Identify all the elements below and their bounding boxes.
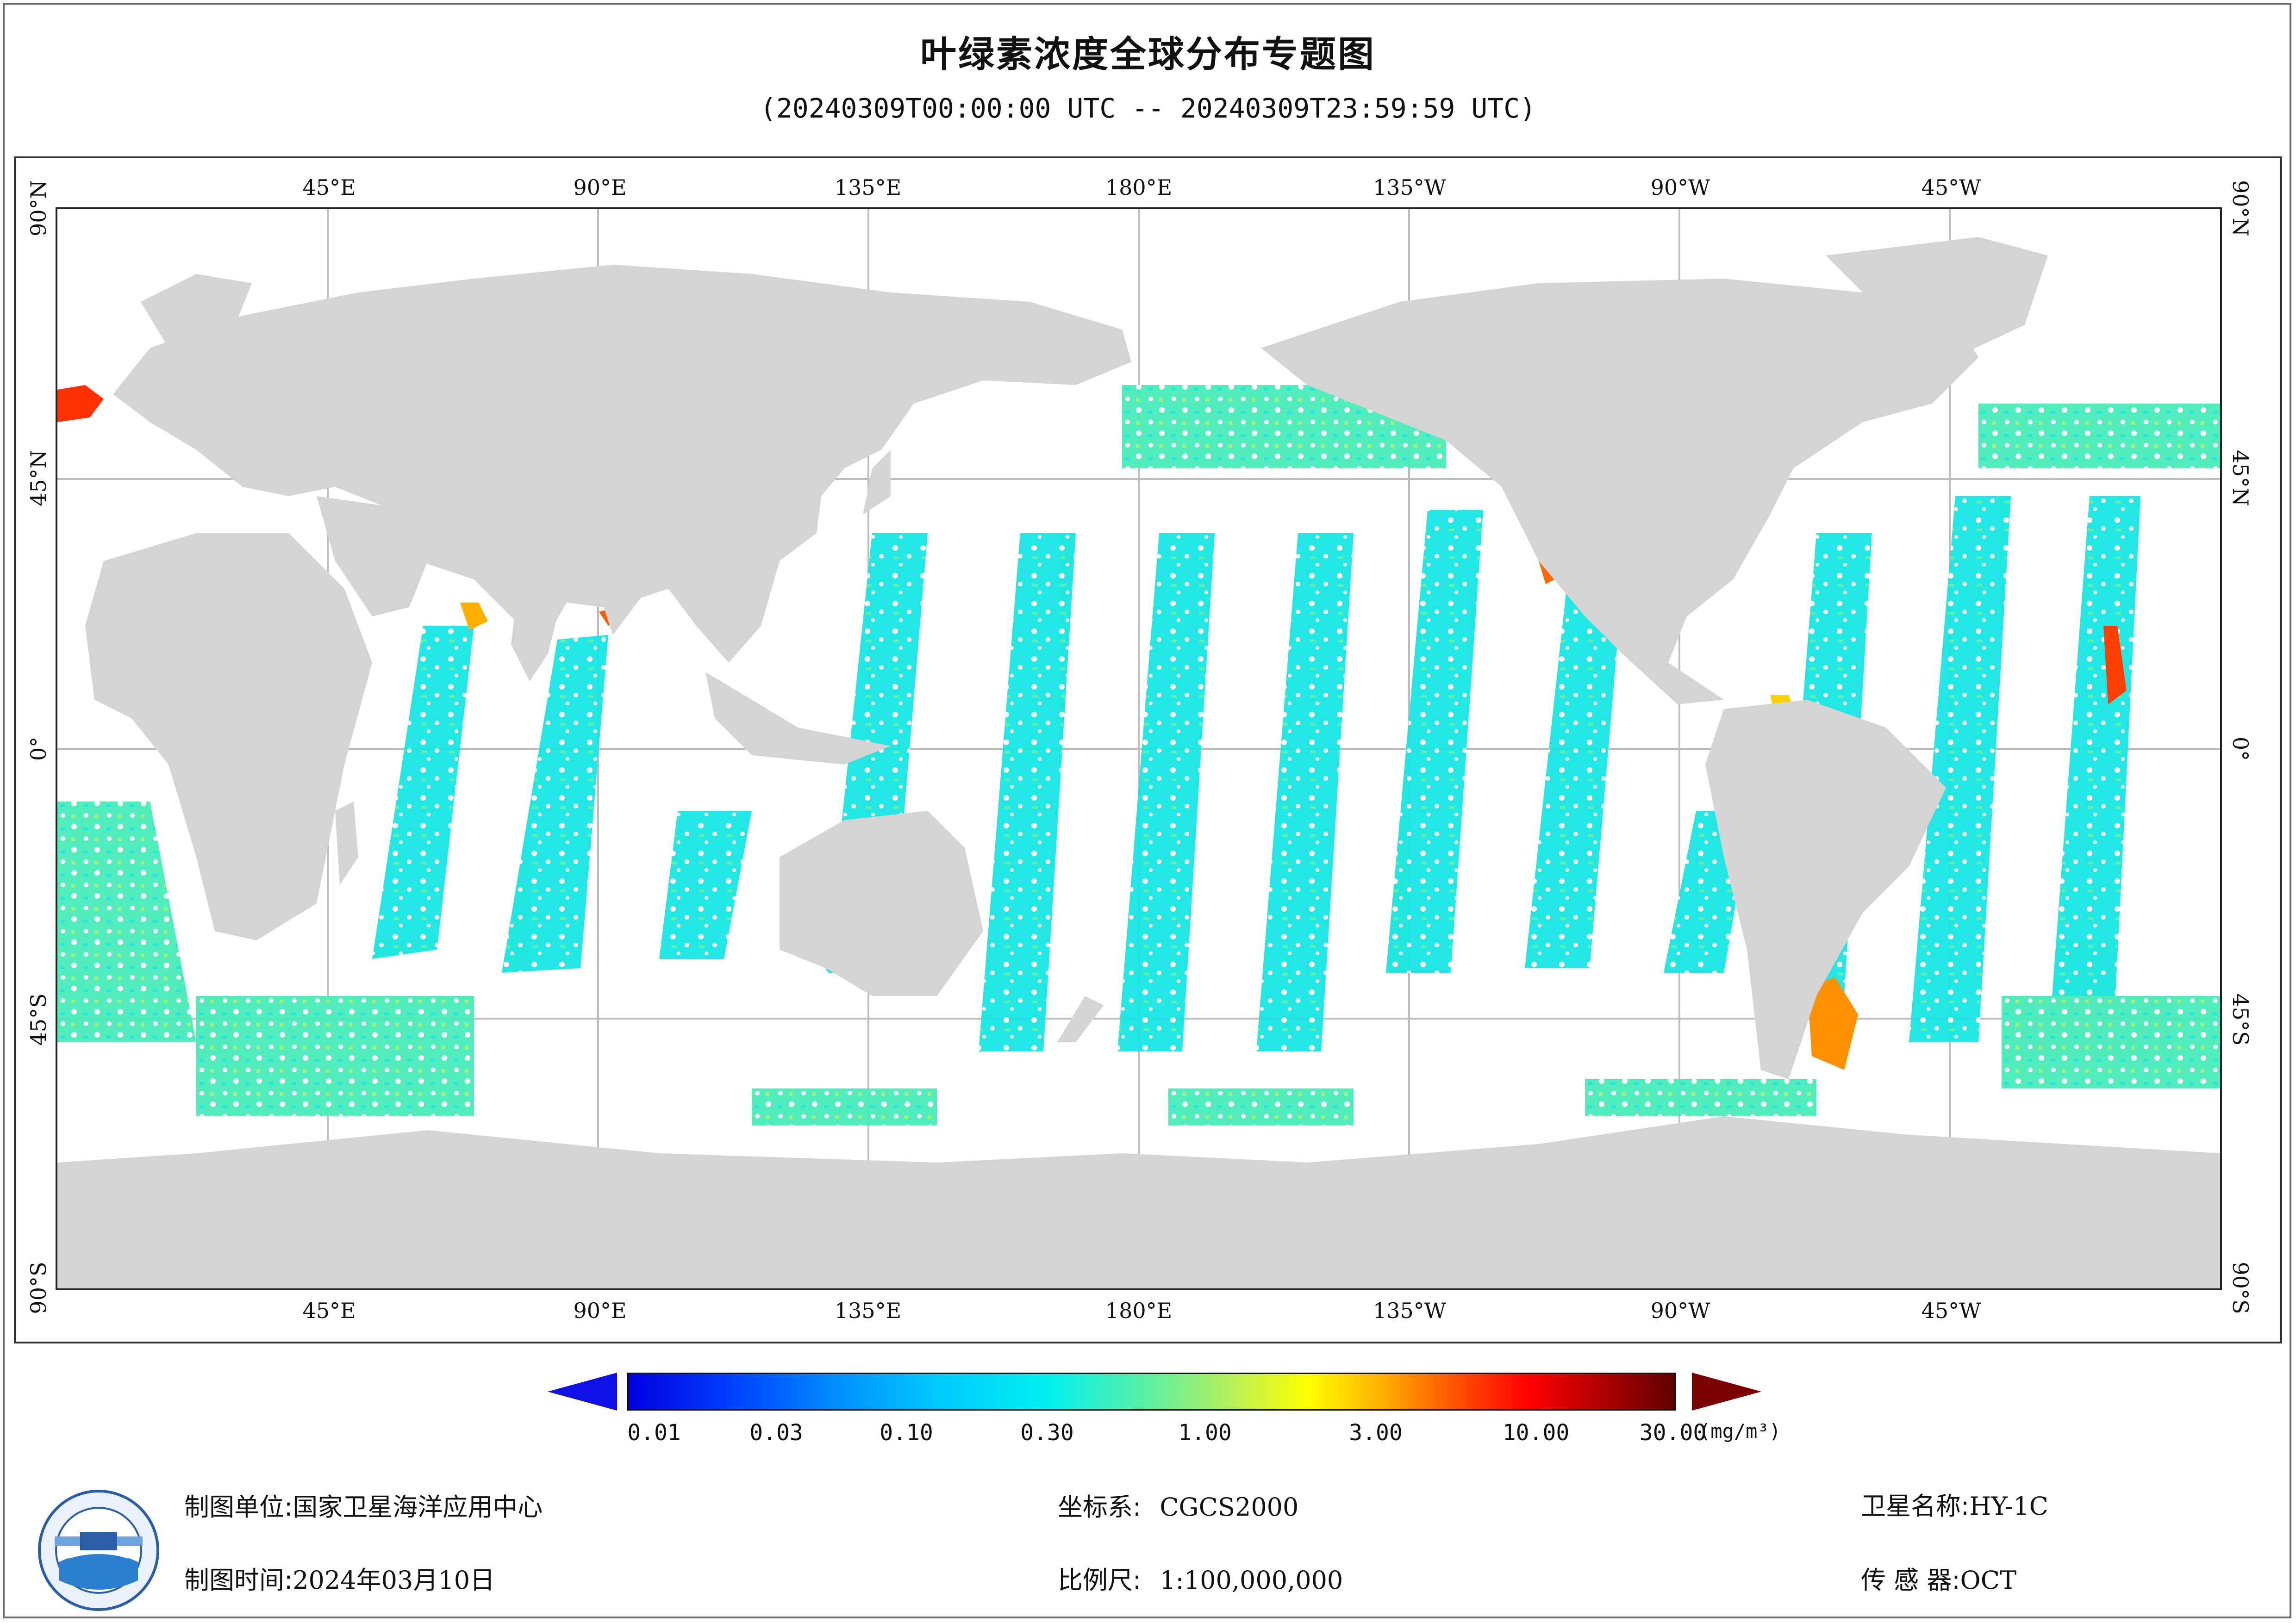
southeast-asia <box>705 672 891 765</box>
north-america <box>1261 279 1978 704</box>
lon-label-top: 180°E <box>1105 175 1173 200</box>
coordinate-system-value: CGCS2000 <box>1160 1492 1299 1522</box>
arabia <box>317 496 428 616</box>
mapping-time-label: 制图时间: <box>184 1566 293 1595</box>
chlorophyll-swath <box>1978 404 2220 468</box>
colorbar <box>627 1373 1676 1411</box>
chlorophyll-swath <box>196 996 474 1116</box>
world-map-svg <box>57 209 2220 1288</box>
lon-label-bottom: 45°W <box>1921 1298 1981 1323</box>
lat-label-left: 45°N <box>26 450 51 506</box>
map-title: 叶绿素浓度全球分布专题图 <box>920 34 1376 75</box>
map-scale: 比例尺: 1:100,000,000 <box>1058 1560 1343 1596</box>
south-america <box>1705 700 1946 1079</box>
lat-label-right: 45°N <box>2228 450 2253 506</box>
lon-label-bottom: 45°E <box>302 1298 356 1323</box>
japan <box>863 450 891 515</box>
sensor-name: 传 感 器:OCT <box>1861 1560 2016 1596</box>
chlorophyll-swath <box>502 635 608 973</box>
patagonia-patch <box>1807 977 1858 1070</box>
chlorophyll-swath <box>1386 510 1483 973</box>
scandinavia <box>141 274 252 357</box>
satellite-name: 卫星名称:HY-1C <box>1861 1486 2048 1522</box>
lon-label-top: 135°W <box>1373 175 1447 200</box>
colorbar-tick: 30.00 <box>1639 1420 1707 1446</box>
lon-label-top: 45°E <box>302 175 356 200</box>
coordinate-system-label: 坐标系: <box>1058 1492 1142 1522</box>
colorbar-tick: 0.01 <box>627 1420 681 1446</box>
lon-label-top: 135°E <box>834 175 902 200</box>
coordinate-system: 坐标系: CGCS2000 <box>1058 1486 1298 1523</box>
colorbar-tick: 3.00 <box>1349 1420 1403 1446</box>
mapping-unit-label: 制图单位: <box>184 1492 293 1522</box>
chlorophyll-swath <box>1117 533 1215 1051</box>
chlorophyll-swath <box>752 1088 937 1126</box>
colorbar-tick: 0.30 <box>1020 1420 1074 1446</box>
lon-label-bottom: 180°E <box>1105 1298 1173 1323</box>
eurasia <box>113 265 1131 663</box>
lat-label-right: 90°N <box>2228 180 2253 236</box>
sensor-name-label: 传 感 器: <box>1861 1566 1960 1595</box>
time-range-subtitle: (20240309T00:00:00 UTC -- 20240309T23:59… <box>760 93 1536 124</box>
world-map[interactable] <box>56 207 2222 1290</box>
nsoas-logo-icon <box>38 1490 159 1611</box>
map-scale-label: 比例尺: <box>1058 1566 1142 1595</box>
colorbar-tick: 0.10 <box>880 1420 933 1446</box>
lon-label-bottom: 135°E <box>834 1298 902 1323</box>
colorbar-high-arrow <box>1692 1373 1761 1411</box>
lat-label-left: 0° <box>26 736 51 761</box>
colorbar-tick: 10.00 <box>1502 1420 1570 1446</box>
us-east-coast-patch <box>2103 626 2127 704</box>
chlorophyll-swath <box>979 533 1076 1051</box>
chlorophyll-swath <box>2048 496 2140 1051</box>
lat-label-left: 90°S <box>26 1262 51 1314</box>
sensor-name-value: OCT <box>1960 1566 2017 1595</box>
colorbar-low-arrow <box>548 1373 617 1411</box>
greenland <box>1826 237 2048 357</box>
lon-label-top: 45°W <box>1921 175 1981 200</box>
satellite-name-label: 卫星名称: <box>1861 1492 1970 1521</box>
chlorophyll-swath <box>1256 533 1354 1051</box>
mapping-unit: 制图单位:国家卫星海洋应用中心 <box>184 1486 543 1523</box>
satellite-name-value: HY-1C <box>1969 1492 2048 1521</box>
madagascar <box>335 802 358 885</box>
map-frame <box>14 156 2282 1343</box>
lon-label-bottom: 90°W <box>1650 1298 1710 1323</box>
colorbar-tick: 0.03 <box>749 1420 803 1446</box>
chlorophyll-swath <box>57 802 196 1042</box>
map-scale-value: 1:100,000,000 <box>1160 1566 1343 1595</box>
north-sea-patch <box>57 385 104 422</box>
india <box>511 570 567 681</box>
chlorophyll-swath <box>1585 1079 1816 1116</box>
chlorophyll-swath <box>1525 589 1622 968</box>
land-masses <box>57 237 2220 1288</box>
lat-label-left: 45°S <box>26 993 51 1046</box>
page-border <box>3 3 2291 1618</box>
lat-label-left: 90°N <box>26 180 51 236</box>
antarctica <box>57 1116 2220 1288</box>
arabian-sea-patch <box>460 603 488 630</box>
chlorophyll-swath <box>2002 996 2220 1088</box>
mapping-time-value: 2024年03月10日 <box>293 1566 495 1595</box>
new-zealand <box>1057 996 1104 1042</box>
chlorophyll-swath <box>659 811 752 959</box>
lon-label-bottom: 90°E <box>573 1298 627 1323</box>
lat-label-right: 90°S <box>2228 1262 2253 1314</box>
mapping-time: 制图时间:2024年03月10日 <box>184 1560 495 1596</box>
africa <box>85 533 372 940</box>
australia <box>780 811 983 996</box>
colorbar-unit: (mg/m³) <box>1699 1420 1781 1443</box>
lat-label-right: 0° <box>2228 736 2253 761</box>
lon-label-top: 90°W <box>1650 175 1710 200</box>
chlorophyll-swath <box>1168 1088 1354 1126</box>
california-patch <box>1539 561 1555 584</box>
chlorophyll-swath <box>372 626 474 959</box>
mapping-unit-value: 国家卫星海洋应用中心 <box>293 1492 543 1522</box>
lon-label-top: 90°E <box>573 175 627 200</box>
lat-label-right: 45°S <box>2228 993 2253 1046</box>
colorbar-tick: 1.00 <box>1178 1420 1232 1446</box>
chlorophyll-swath <box>1909 496 2011 1042</box>
lon-label-bottom: 135°W <box>1373 1298 1447 1323</box>
